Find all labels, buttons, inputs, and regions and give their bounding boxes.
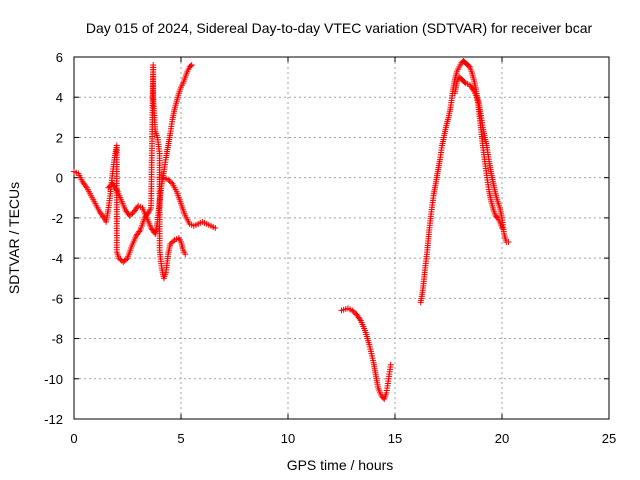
data-point xyxy=(505,239,512,246)
y-axis-label: SDTVAR / TECUs xyxy=(6,182,22,294)
x-axis-label: GPS time / hours xyxy=(287,457,394,473)
data-point xyxy=(120,259,127,266)
x-tick-label: 20 xyxy=(495,431,509,446)
data-point xyxy=(167,241,174,248)
data-point xyxy=(126,212,133,219)
x-tick-label: 15 xyxy=(388,431,402,446)
data-point xyxy=(350,308,357,315)
data-point xyxy=(182,251,189,258)
data-point xyxy=(187,63,194,70)
data-point xyxy=(349,307,356,314)
x-tick-label: 0 xyxy=(70,431,77,446)
y-tick-label: -10 xyxy=(44,372,63,387)
data-point xyxy=(166,178,173,185)
data-point xyxy=(461,79,468,86)
y-tick-label: 0 xyxy=(56,171,63,186)
x-tick-label: 10 xyxy=(281,431,295,446)
data-point xyxy=(115,255,122,262)
data-point xyxy=(168,179,175,186)
chart-title: Day 015 of 2024, Sidereal Day-to-day VTE… xyxy=(86,20,593,36)
data-point xyxy=(465,63,472,70)
data-point xyxy=(165,176,172,183)
y-tick-label: -6 xyxy=(51,291,63,306)
grid-lines xyxy=(74,57,609,419)
x-tick-label: 5 xyxy=(177,431,184,446)
x-tick-label: 25 xyxy=(602,431,616,446)
data-point xyxy=(117,256,124,263)
data-point xyxy=(128,211,135,218)
y-tick-label: -8 xyxy=(51,332,63,347)
data-point xyxy=(121,257,128,264)
plot-frame xyxy=(73,56,610,420)
y-tick-label: -4 xyxy=(51,251,63,266)
y-tick-label: 4 xyxy=(56,90,63,105)
axis-ticks: 0 5 10 15 20 25 -12 -10 -8 -6 -4 -2 0 2 4 6 xyxy=(44,50,616,446)
y-tick-label: -12 xyxy=(44,412,63,427)
data-point xyxy=(105,184,112,191)
y-tick-label: 2 xyxy=(56,130,63,145)
data-point xyxy=(168,239,175,246)
data-point xyxy=(123,256,130,263)
data-point xyxy=(387,361,394,368)
data-point xyxy=(493,213,500,220)
y-tick-label: -2 xyxy=(51,211,63,226)
data-point xyxy=(170,238,177,245)
data-point xyxy=(188,62,195,69)
data-point xyxy=(212,224,219,231)
y-tick-label: 6 xyxy=(56,50,63,65)
data-points xyxy=(71,58,512,402)
